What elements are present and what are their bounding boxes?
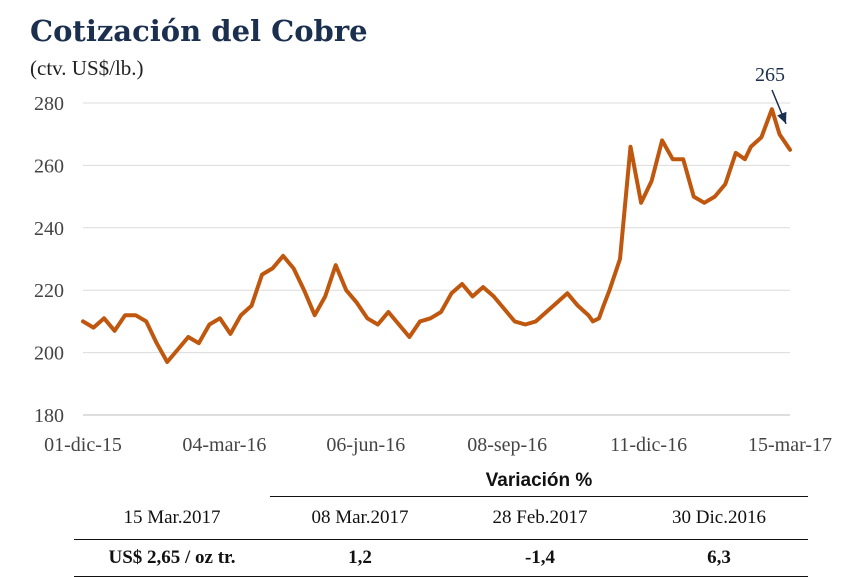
annotation-label: 265 — [755, 64, 785, 86]
y-axis-ticks: 180 200 220 240 260 280 — [34, 93, 64, 427]
y-tick-label: 280 — [34, 93, 64, 115]
x-axis-ticks: 01-dic-15 04-mar-16 06-jun-16 08-sep-16 11-d… — [44, 434, 832, 456]
current-date: 15 Mar.2017 — [74, 496, 270, 540]
x-tick-label: 08-sep-16 — [467, 434, 547, 456]
chart-gridlines — [83, 102, 790, 416]
variation-date: 30 Dic.2016 — [630, 496, 808, 540]
variation-value: 1,2 — [270, 539, 450, 577]
y-tick-label: 220 — [34, 280, 64, 302]
variation-date: 08 Mar.2017 — [270, 496, 450, 540]
y-tick-label: 240 — [34, 218, 64, 240]
x-tick-label: 01-dic-15 — [44, 434, 122, 456]
variation-header: Variación % — [270, 466, 808, 497]
variation-date: 28 Feb.2017 — [450, 496, 630, 540]
price-line — [81, 107, 792, 364]
copper-price-chart: 180 200 220 240 260 280 01-dic-15 04-mar-16 06-… — [34, 64, 832, 456]
variation-value: 6,3 — [630, 539, 808, 577]
x-tick-label: 04-mar-16 — [182, 434, 266, 456]
chart-subtitle: (ctv. US$/lb.) — [30, 56, 144, 80]
annotation-arrowhead — [777, 111, 787, 124]
y-tick-label: 200 — [34, 343, 64, 365]
chart-title: Cotización del Cobre — [30, 14, 368, 48]
price-series — [81, 107, 792, 364]
variation-table: Variación % 15 Mar.2017 08 Mar.2017 28 F… — [74, 466, 808, 577]
current-price: US$ 2,65 / oz tr. — [74, 539, 270, 577]
x-tick-label: 15-mar-17 — [748, 434, 832, 456]
variation-value: -1,4 — [450, 539, 630, 577]
x-tick-label: 11-dic-16 — [610, 434, 687, 456]
x-tick-label: 06-jun-16 — [326, 434, 405, 456]
y-tick-label: 180 — [34, 405, 64, 427]
last-value-annotation: 265 — [755, 64, 787, 125]
y-tick-label: 260 — [34, 155, 64, 177]
